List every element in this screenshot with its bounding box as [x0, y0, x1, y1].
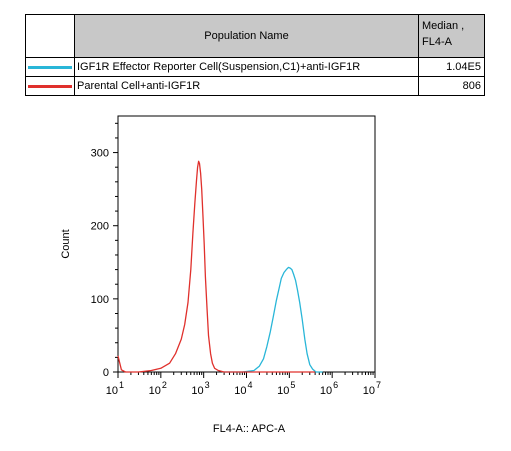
population-name-header: Population Name [74, 14, 419, 58]
legend-swatch-cell [25, 76, 75, 96]
x-tick-exponent: 5 [290, 380, 295, 390]
legend-row: IGF1R Effector Reporter Cell(Suspension,… [25, 57, 485, 77]
legend-population-name: Parental Cell+anti-IGF1R [74, 76, 419, 96]
y-tick-label: 200 [91, 221, 109, 233]
x-tick-label: 10 [363, 385, 375, 397]
x-tick-exponent: 2 [162, 380, 167, 390]
y-tick-label: 0 [103, 367, 109, 379]
legend-median-value: 1.04E5 [418, 57, 485, 77]
y-tick-label: 100 [91, 294, 109, 306]
x-tick-exponent: 6 [333, 380, 338, 390]
series-reporter-line [224, 266, 323, 373]
x-tick-exponent: 7 [376, 380, 381, 390]
x-tick-exponent: 3 [205, 380, 210, 390]
y-axis-label: Count [60, 229, 72, 258]
legend-header-row: Population Name Median , FL4-A [25, 14, 485, 58]
legend-swatch-parental [28, 84, 72, 88]
x-tick-label: 10 [234, 385, 246, 397]
series-layer [117, 160, 323, 373]
x-tick-label: 10 [149, 385, 161, 397]
median-header-line2: FL4-A [422, 36, 452, 48]
legend-swatch-cell [25, 57, 75, 77]
x-tick-exponent: 1 [119, 380, 124, 390]
legend-population-name: IGF1R Effector Reporter Cell(Suspension,… [74, 57, 419, 77]
median-header: Median , FL4-A [418, 14, 485, 58]
x-tick-label: 10 [106, 385, 118, 397]
legend-table: Population Name Median , FL4-A IGF1R Eff… [25, 14, 485, 96]
legend-median-value: 806 [418, 76, 485, 96]
legend-row: Parental Cell+anti-IGF1R 806 [25, 76, 485, 96]
x-tick-label: 10 [277, 385, 289, 397]
plot-frame [117, 115, 376, 373]
median-header-line1: Median , [422, 20, 465, 32]
series-parental-line [117, 160, 316, 373]
legend-swatch-reporter [28, 65, 72, 69]
y-tick-label: 300 [91, 148, 109, 160]
x-tick-label: 10 [191, 385, 203, 397]
x-axis-label: FL4-A:: APC-A [213, 423, 286, 435]
legend-header-blank-cell [25, 14, 75, 58]
x-tick-label: 10 [320, 385, 332, 397]
x-tick-exponent: 4 [248, 380, 253, 390]
